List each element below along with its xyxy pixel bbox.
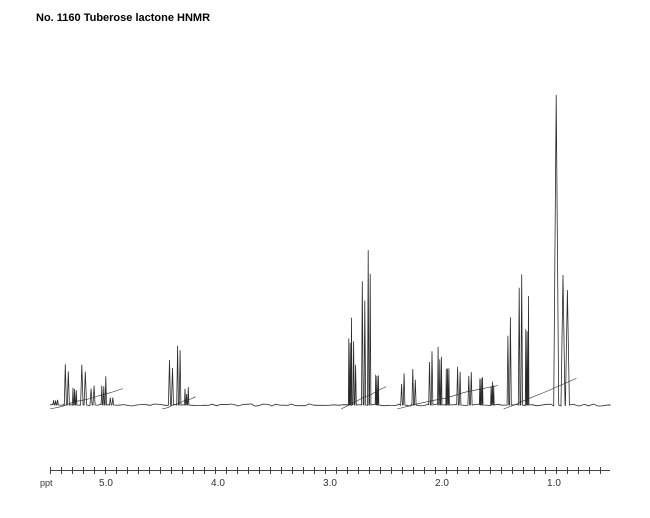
x-tick-label: 3.0 [323,478,337,489]
x-axis-label: ppt [40,478,53,488]
spectrum-trace [50,95,610,406]
integration-trace [341,387,386,409]
x-tick-label: 2.0 [435,478,449,489]
x-tick-label: 4.0 [211,478,225,489]
x-tick-label: 5.0 [99,478,113,489]
spectrum-title: No. 1160 Tuberose lactone HNMR [36,12,210,24]
x-axis-line [50,470,610,471]
x-tick-label: 1.0 [547,478,561,489]
spectrum-svg [30,40,620,450]
integration-trace [162,397,196,409]
nmr-spectrum-plot [30,40,620,450]
x-axis: ppt 5.0 4.0 3.0 2.0 1.0 [30,460,620,500]
